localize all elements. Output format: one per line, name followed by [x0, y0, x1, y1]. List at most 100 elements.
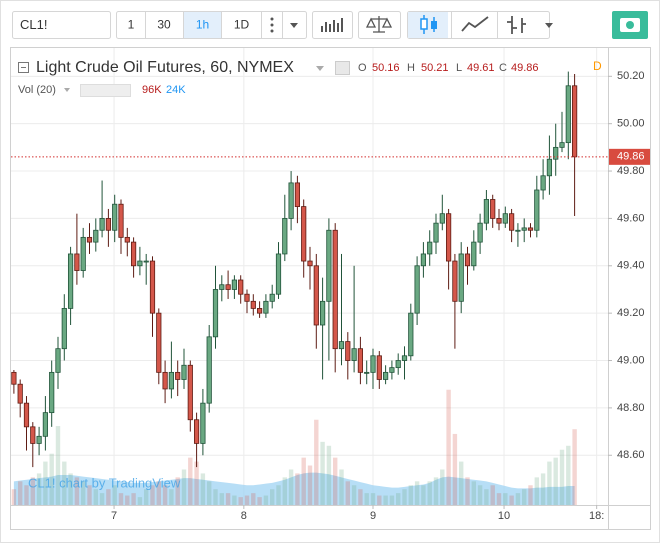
volume-bar [421, 485, 426, 505]
volume-bar [383, 495, 388, 505]
volume-bar [326, 445, 332, 505]
volume-bar [503, 493, 508, 505]
toolbar: CL1! 1 30 1h 1D [12, 11, 648, 39]
x-tick-label: 9 [370, 510, 376, 522]
candle-body [559, 142, 565, 148]
ohlc-letter: C [499, 62, 507, 74]
icon [420, 18, 428, 30]
y-tick-label: 50.00 [617, 118, 645, 130]
volume-bar [534, 477, 540, 505]
candle-body [36, 435, 42, 444]
x-tick-label: 18: [589, 510, 604, 522]
candle-body [263, 300, 269, 314]
candle-body [206, 336, 212, 404]
volume-bar [276, 485, 281, 505]
volume-bar [572, 429, 577, 505]
volume-bar [30, 477, 35, 505]
dropdown-arrow[interactable] [290, 23, 298, 28]
candle-body [175, 371, 181, 380]
interval-button[interactable]: 30 [157, 18, 171, 32]
volume-legend: Vol (20) [18, 84, 56, 96]
volume-bar [433, 477, 439, 505]
volume-bar [150, 485, 155, 505]
volume-bar [459, 461, 464, 505]
volume-bar [99, 493, 105, 505]
dropdown-arrow[interactable] [316, 66, 324, 71]
candle-body [61, 308, 67, 350]
candle-body [105, 218, 111, 231]
interval-button[interactable]: 1D [234, 18, 250, 32]
indicators-button[interactable] [312, 11, 353, 39]
candle-body [357, 348, 364, 373]
icon [431, 21, 437, 29]
dropdown-arrow[interactable] [64, 88, 70, 92]
volume-bar [137, 497, 143, 505]
candle-body [288, 182, 294, 219]
volume-bar [358, 489, 363, 505]
volume-bar [112, 485, 117, 505]
volume-bar [43, 461, 48, 505]
y-tick-label: 49.20 [617, 307, 645, 319]
candle-body [225, 284, 231, 290]
candle-body [168, 371, 174, 390]
volume-bar [465, 477, 470, 505]
candle-body [345, 341, 351, 361]
symbol-box[interactable] [12, 11, 111, 39]
volume-bar [446, 389, 451, 505]
volume-bar [17, 481, 23, 505]
volume-bar [452, 433, 458, 505]
candle-body [471, 241, 477, 267]
candle-body [42, 412, 48, 437]
ohlc-value: 50.16 [372, 62, 400, 74]
y-tick-label: 48.80 [617, 402, 645, 414]
volume-bar [24, 485, 29, 505]
ohlc-letter: L [456, 62, 462, 74]
icon [507, 16, 526, 34]
volume-bar [377, 495, 382, 505]
dropdown-arrow[interactable] [545, 23, 553, 28]
candle-body [401, 355, 408, 361]
candle-body [408, 312, 414, 357]
volume-bar [206, 481, 212, 505]
volume-tools[interactable] [80, 84, 131, 97]
last-price-box [609, 148, 650, 165]
candle-body [496, 218, 502, 224]
volume-bar [251, 493, 256, 505]
volume-ma-area [13, 472, 575, 505]
symbol: CL1! [20, 17, 47, 32]
candle-body [338, 341, 345, 350]
candle-body [294, 182, 300, 207]
candle-body [370, 355, 376, 373]
candle-body [99, 218, 105, 231]
volume-bar [118, 493, 124, 505]
y-tick-label: 49.80 [617, 165, 645, 177]
volume-bar [244, 495, 250, 505]
interval-button[interactable]: 1 [128, 18, 135, 32]
candle-body [383, 371, 389, 380]
interval-button[interactable]: 1h [196, 18, 209, 32]
settings-icon[interactable] [335, 61, 350, 75]
volume-bar [522, 489, 527, 505]
ohlc-letter: O [358, 62, 367, 74]
candle-body [351, 348, 357, 361]
candle-body [364, 371, 370, 374]
candle-body [420, 253, 427, 267]
icon [365, 16, 393, 33]
icon [626, 21, 634, 29]
volume-bar [238, 497, 243, 505]
candle-body [11, 371, 17, 385]
candle-body [546, 158, 553, 177]
volume-bar [370, 493, 376, 505]
volume-bar [414, 481, 420, 505]
volume-bar [408, 485, 414, 505]
volume-ma-value: 24K [166, 84, 186, 96]
volume-bar [162, 485, 168, 505]
volume-bar [301, 457, 306, 505]
candle-body [477, 222, 483, 243]
candle-body [433, 222, 439, 243]
volume-bar [540, 473, 546, 505]
more-dots[interactable] [270, 17, 274, 33]
collapse-icon[interactable] [18, 62, 29, 73]
icon [321, 18, 343, 32]
volume-bar [288, 469, 294, 505]
